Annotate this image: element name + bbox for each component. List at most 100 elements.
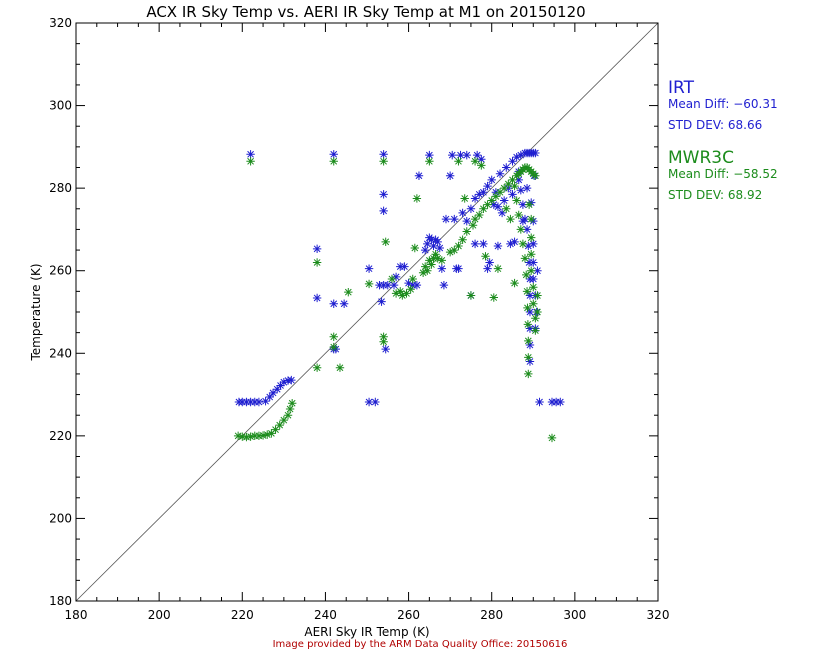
- irt-data-point: [487, 175, 496, 185]
- irt-data-point: [254, 397, 264, 407]
- axis-ticks: 180 200 220 240 260 280 300 320 180 200 220 240 260 2…: [49, 16, 669, 622]
- mwr3c-data-point: [470, 157, 480, 166]
- irt-data-point: [533, 266, 542, 275]
- irt-data-point: [381, 344, 390, 354]
- mwr3c-data-point: [233, 431, 243, 441]
- irt-data-point: [268, 388, 278, 398]
- irt-data-point: [433, 237, 442, 247]
- mwr3c-data-point: [527, 214, 536, 224]
- mwr3c-data-point: [522, 270, 531, 280]
- irt-data-point: [479, 188, 488, 197]
- irt-data-point: [525, 291, 535, 300]
- image-credit: Image provided by the ARM Data Quality O…: [273, 639, 568, 650]
- mwr3c-data-point: [387, 274, 397, 284]
- irt-data-point: [489, 200, 498, 209]
- mwr3c-data-point: [527, 266, 536, 275]
- mwr3c-data-point: [454, 241, 463, 251]
- mwr3c-data-point: [475, 210, 484, 220]
- legend-mwr3c-mean-diff: Mean Diff: −58.52: [668, 167, 778, 181]
- mwr3c-data-point: [418, 268, 428, 277]
- mwr3c-data-point: [329, 332, 338, 341]
- irt-data-point: [329, 299, 338, 308]
- mwr3c-data-point: [379, 337, 388, 346]
- irt-data-point: [525, 340, 535, 350]
- irt-data-point: [404, 278, 413, 288]
- irt-data-point: [524, 241, 533, 251]
- legend-mwr3c-std-dev: STD DEV: 68.92: [668, 188, 762, 202]
- irt-data-point: [391, 272, 401, 282]
- legend-irt-std-dev: STD DEV: 68.66: [668, 118, 762, 132]
- irt-data-point: [535, 397, 544, 407]
- mwr3c-data-point: [522, 287, 532, 296]
- irt-data-point: [529, 239, 538, 249]
- mwr3c-data-point: [495, 188, 505, 197]
- scatter-points: [233, 148, 565, 443]
- legend-irt-mean-diff: Mean Diff: −60.31: [668, 97, 778, 111]
- irt-data-point: [556, 397, 565, 407]
- irt-data-point: [516, 186, 526, 195]
- irt-data-point: [525, 357, 535, 366]
- irt-data-point: [448, 150, 457, 160]
- mwr3c-data-point: [450, 245, 459, 255]
- irt-data-point: [379, 150, 388, 159]
- y-axis-label: Temperature (K): [29, 263, 43, 361]
- mwr3c-data-point: [379, 157, 388, 166]
- irt-data-point: [512, 152, 521, 162]
- irt-data-point: [493, 241, 503, 251]
- mwr3c-data-point: [408, 274, 417, 284]
- mwr3c-data-point: [460, 194, 469, 203]
- irt-data-point: [470, 239, 480, 249]
- mwr3c-data-point: [524, 200, 534, 209]
- mwr3c-data-point: [329, 342, 338, 352]
- mwr3c-data-point: [287, 399, 297, 408]
- mwr3c-data-point: [423, 266, 432, 275]
- mwr3c-data-point: [514, 210, 523, 220]
- irt-data-point: [458, 208, 467, 218]
- mwr3c-data-point: [499, 183, 509, 193]
- y-tick-label: 240: [49, 346, 72, 360]
- x-tick-label: 220: [231, 608, 254, 622]
- mwr3c-data-point: [246, 432, 255, 441]
- irt-data-point: [425, 150, 434, 160]
- x-tick-label: 300: [563, 608, 586, 622]
- mwr3c-data-point: [427, 260, 436, 269]
- mwr3c-data-point: [493, 264, 503, 273]
- irt-data-point: [435, 243, 444, 253]
- irt-data-point: [389, 280, 399, 290]
- irt-data-point: [364, 397, 374, 407]
- irt-data-point: [522, 225, 532, 234]
- x-tick-label: 240: [314, 608, 337, 622]
- irt-data-point: [246, 150, 255, 159]
- mwr3c-data-point: [470, 214, 480, 224]
- irt-data-point: [339, 299, 349, 308]
- irt-data-point: [508, 157, 517, 166]
- irt-data-point: [522, 183, 532, 193]
- irt-data-point: [454, 264, 463, 273]
- mwr3c-data-point: [524, 336, 533, 346]
- mwr3c-data-point: [518, 239, 528, 249]
- irt-data-point: [485, 258, 494, 267]
- mwr3c-data-point: [531, 171, 540, 180]
- mwr3c-data-point: [502, 204, 511, 213]
- mwr3c-data-point: [524, 369, 533, 379]
- mwr3c-data-point: [479, 204, 488, 213]
- irt-data-point: [470, 194, 480, 203]
- irt-data-point: [525, 307, 535, 317]
- irt-data-point: [508, 190, 517, 199]
- irt-data-point: [516, 150, 526, 160]
- legend-mwr3c-name: MWR3C: [668, 148, 734, 168]
- irt-data-point: [329, 150, 338, 159]
- y-tick-label: 220: [49, 429, 72, 443]
- chart-title: ACX IR Sky Temp vs. AERI IR Sky Temp at …: [146, 3, 585, 21]
- mwr3c-data-point: [344, 287, 353, 297]
- irt-data-point: [531, 148, 540, 158]
- irt-data-point: [475, 190, 484, 199]
- irt-data-point: [479, 239, 488, 249]
- mwr3c-data-point: [489, 293, 498, 302]
- mwr3c-data-point: [364, 279, 374, 289]
- irt-data-point: [371, 397, 380, 407]
- y-tick-label: 200: [49, 511, 72, 525]
- irt-data-point: [379, 206, 388, 216]
- irt-data-point: [529, 258, 538, 267]
- irt-data-point: [421, 245, 430, 255]
